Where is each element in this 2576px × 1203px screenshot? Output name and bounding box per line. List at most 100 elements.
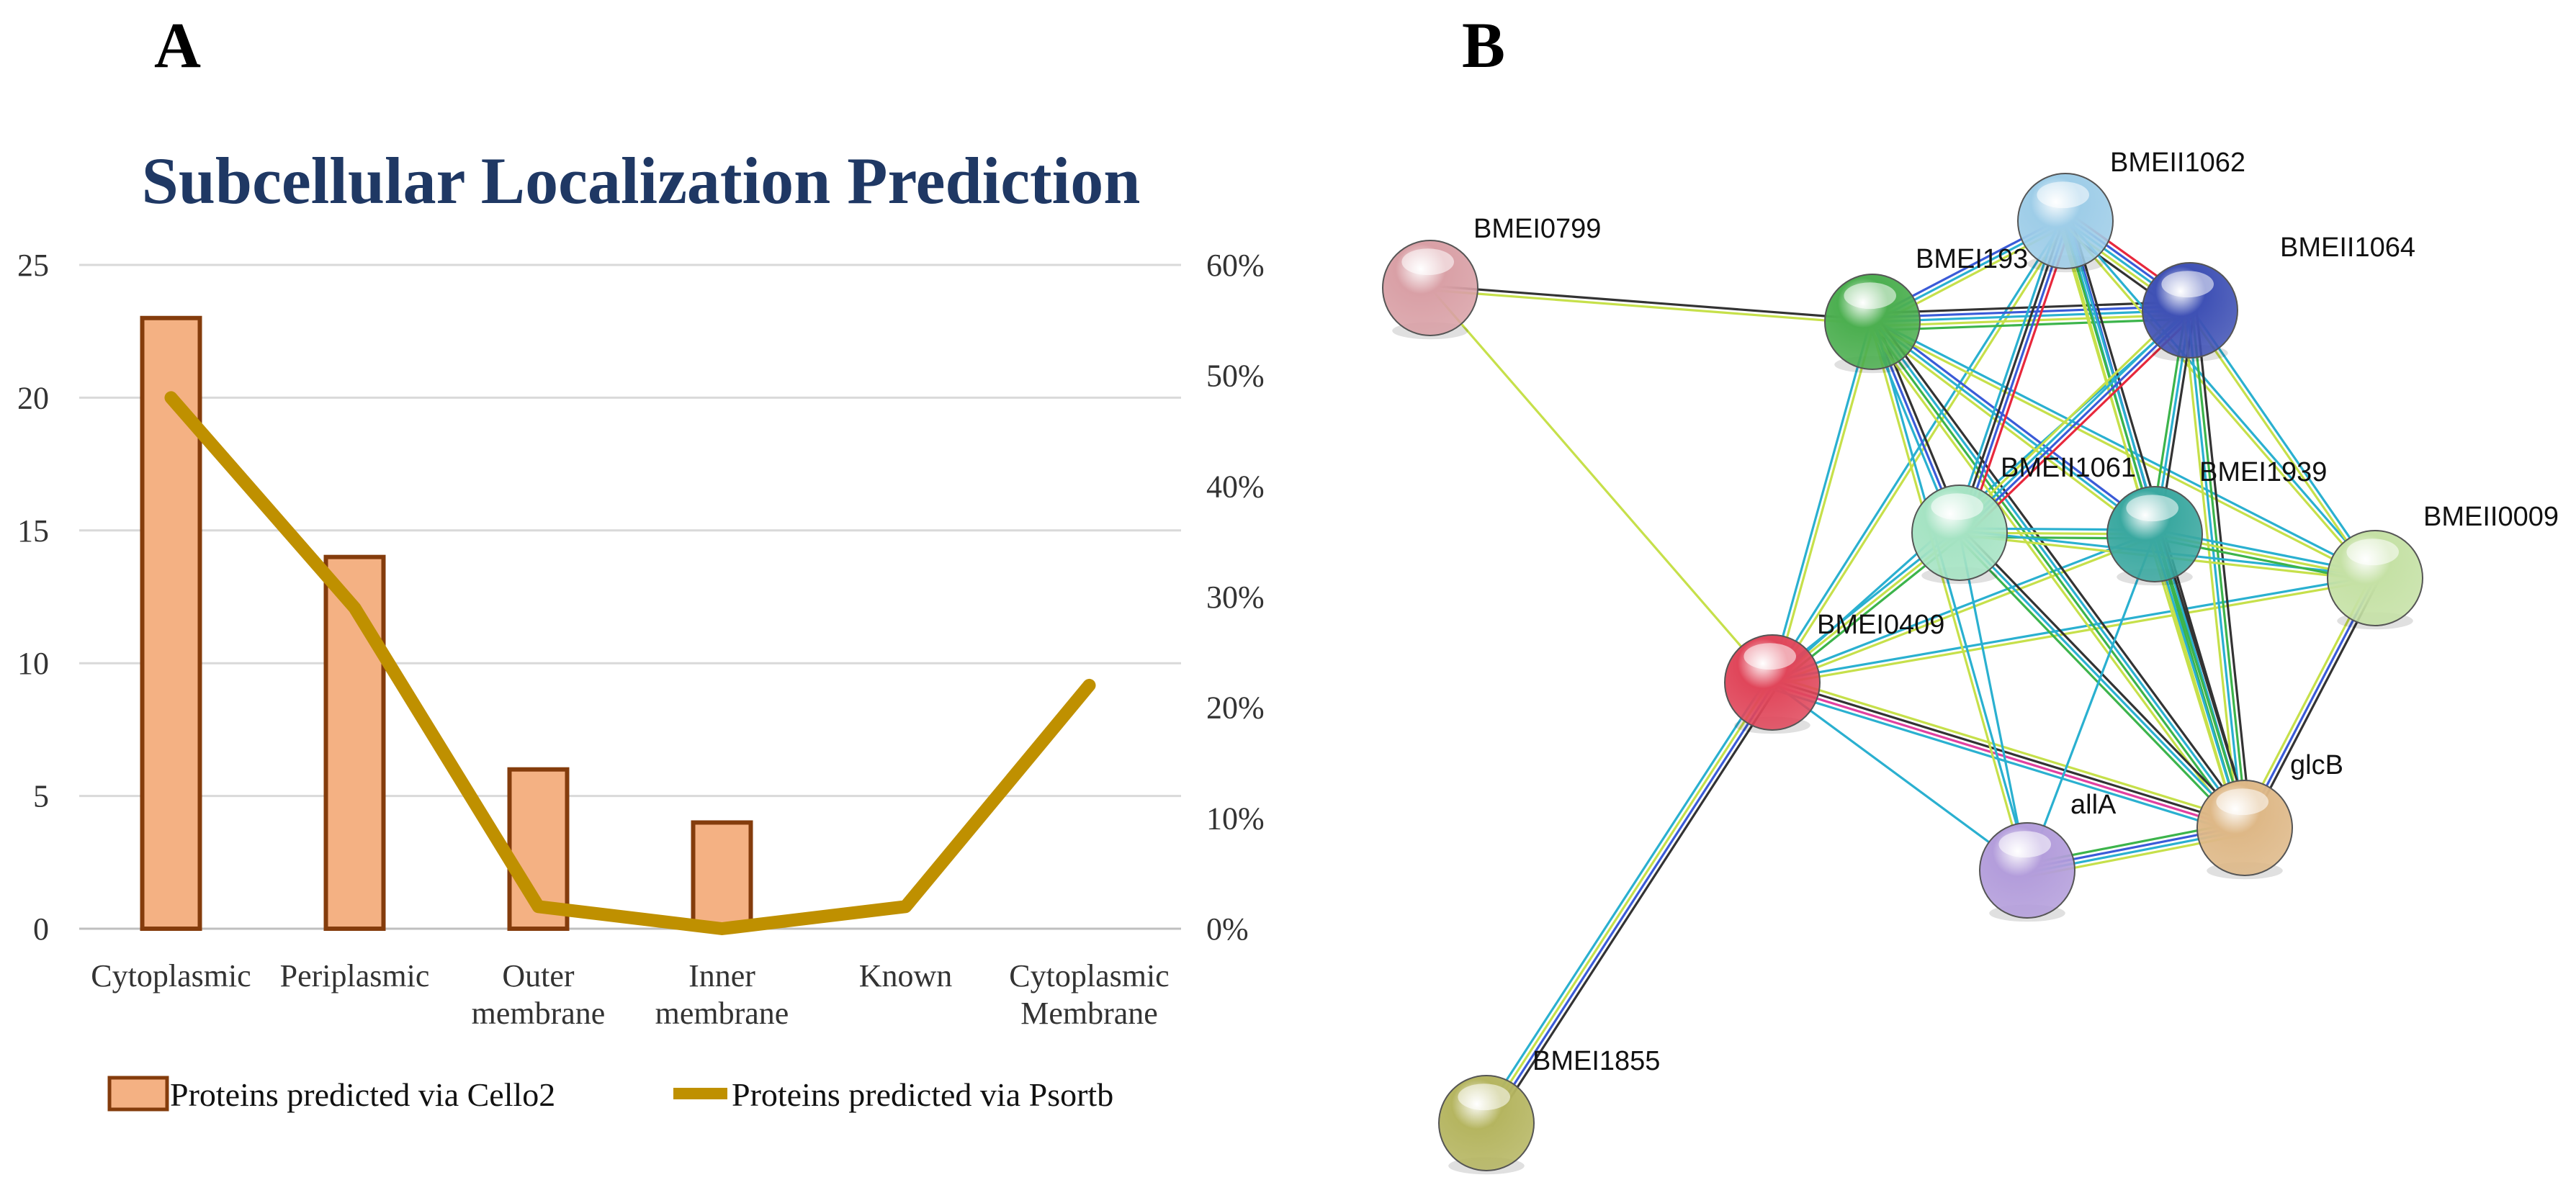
edge-strand xyxy=(1954,305,2186,529)
edge-strand xyxy=(1952,218,2060,531)
right-tick-label: 50% xyxy=(1206,359,1265,394)
line-point xyxy=(170,397,172,399)
network-edge xyxy=(1429,287,1774,684)
network-node[interactable]: BMEII0009 xyxy=(2327,502,2559,630)
network-node[interactable]: BMEI193 xyxy=(1824,244,2028,374)
edge-strand xyxy=(1870,322,2244,830)
chart-line-series xyxy=(164,391,1096,935)
network-edge xyxy=(1769,675,2248,836)
edge-strand xyxy=(1873,320,2031,870)
localization-chart: 0 5 10 15 20 25 0% 10% 20% 30% 40% 50% 60% Cytoplas… xyxy=(17,144,1265,1113)
network-edge xyxy=(1772,575,2376,686)
left-axis-ticks: 0 5 10 15 20 25 xyxy=(17,248,49,947)
network-node[interactable]: BMEI1939 xyxy=(2106,457,2327,586)
edge-strand xyxy=(1870,323,2375,582)
network-edge xyxy=(1772,681,2028,872)
network-node[interactable]: BMEI0409 xyxy=(1724,610,1944,734)
node-highlight xyxy=(2037,181,2089,209)
edge-strand xyxy=(1866,325,2241,833)
left-tick-label: 20 xyxy=(17,380,49,415)
edge-strand xyxy=(1774,675,2248,823)
bar xyxy=(507,767,570,931)
edge-strand xyxy=(1960,311,2193,536)
edge-strand xyxy=(1872,300,2190,315)
network-node[interactable]: BMEII1061 xyxy=(1911,453,2136,585)
edge-strand xyxy=(2160,531,2253,826)
network-edge xyxy=(1869,320,2031,872)
edge-strand xyxy=(1960,221,2069,534)
edge-strand xyxy=(1769,688,2243,836)
network-node[interactable]: BMEII1062 xyxy=(2017,148,2245,273)
left-tick-label: 5 xyxy=(33,779,49,814)
edge-strand xyxy=(1480,678,1768,1120)
edge-strand xyxy=(2063,221,2374,581)
network-edge xyxy=(1954,305,2196,539)
left-tick-label: 25 xyxy=(17,248,49,283)
network-edge xyxy=(1958,532,2029,871)
category-label: Inner xyxy=(688,958,755,994)
node-highlight xyxy=(2126,495,2178,522)
network-node[interactable]: glcB xyxy=(2196,750,2343,880)
node-label: BMEI0409 xyxy=(1817,610,1944,640)
left-tick-label: 0 xyxy=(33,911,49,947)
network-node[interactable]: BMEI1855 xyxy=(1438,1046,1660,1175)
network-edge xyxy=(2026,533,2156,871)
node-highlight xyxy=(1743,643,1796,670)
right-tick-label: 0% xyxy=(1206,911,1249,947)
node-label: allA xyxy=(2070,790,2117,820)
edge-strand xyxy=(1772,681,2028,872)
node-highlight xyxy=(2216,788,2268,816)
node-highlight xyxy=(1401,248,1454,276)
network-edge xyxy=(1866,317,2251,833)
legend: Proteins predicted via Cello2 Proteins p… xyxy=(107,1076,1113,1113)
node-highlight xyxy=(1458,1083,1510,1111)
line-point xyxy=(537,906,539,908)
edge-strand xyxy=(1429,287,1774,684)
psortb-line xyxy=(164,391,1096,935)
right-axis-ticks: 0% 10% 20% 30% 40% 50% 60% xyxy=(1206,248,1265,947)
edge-strand xyxy=(1872,320,2155,536)
edge-strand xyxy=(1491,685,1779,1127)
network-edge xyxy=(1430,284,1873,325)
legend-line-label: Proteins predicted via Psortb xyxy=(732,1076,1113,1113)
node-label: BMEI0799 xyxy=(1473,214,1601,244)
network-edge xyxy=(2147,531,2253,831)
network-edge xyxy=(2063,218,2378,581)
node-highlight xyxy=(1844,282,1896,310)
network-edge xyxy=(1480,678,1779,1127)
chart-title: Subcellular Localization Prediction xyxy=(142,144,1141,217)
node-label: BMEI1939 xyxy=(2199,457,2327,487)
edge-strand xyxy=(1484,680,1772,1123)
edge-strand xyxy=(1958,531,2246,829)
network-edge xyxy=(2182,309,2253,829)
edge-strand xyxy=(1876,317,2251,825)
category-label: Cytoplasmic xyxy=(91,958,251,994)
edge-strand xyxy=(1956,220,2065,533)
line-point xyxy=(905,906,907,908)
edge-strand xyxy=(2147,536,2240,831)
network-node[interactable]: BMEI0799 xyxy=(1382,214,1601,340)
edge-strand xyxy=(1772,535,2156,686)
legend-bar-label: Proteins predicted via Cello2 xyxy=(170,1076,555,1113)
network-node[interactable]: BMEII1064 xyxy=(2142,233,2415,362)
edge-strand xyxy=(1769,219,2065,682)
edge-strand xyxy=(2182,310,2240,829)
edge-strand xyxy=(1430,289,1872,325)
category-labels: Cytoplasmic Periplasmic OutermembraneInner… xyxy=(91,958,1169,1031)
edge-strand xyxy=(1965,222,2073,536)
node-label: BMEI193 xyxy=(1916,244,2028,274)
edge-strand xyxy=(1872,313,2191,328)
right-tick-label: 60% xyxy=(1206,248,1265,283)
node-highlight xyxy=(2346,539,2399,566)
category-label: membrane xyxy=(472,996,606,1031)
right-tick-label: 10% xyxy=(1206,801,1265,836)
network-node[interactable]: allA xyxy=(1979,790,2117,922)
node-highlight xyxy=(2161,271,2214,298)
panel-b-label: B xyxy=(1462,10,1506,81)
edge-strand xyxy=(1772,679,2246,827)
category-label: Periplasmic xyxy=(280,958,430,994)
node-label: BMEI1855 xyxy=(1532,1046,1660,1076)
network-nodes: BMEI0799 BMEI193 BMEII1062 BMEII1064 BMEII10… xyxy=(1382,148,2559,1175)
node-label: BMEII1062 xyxy=(2110,148,2245,178)
